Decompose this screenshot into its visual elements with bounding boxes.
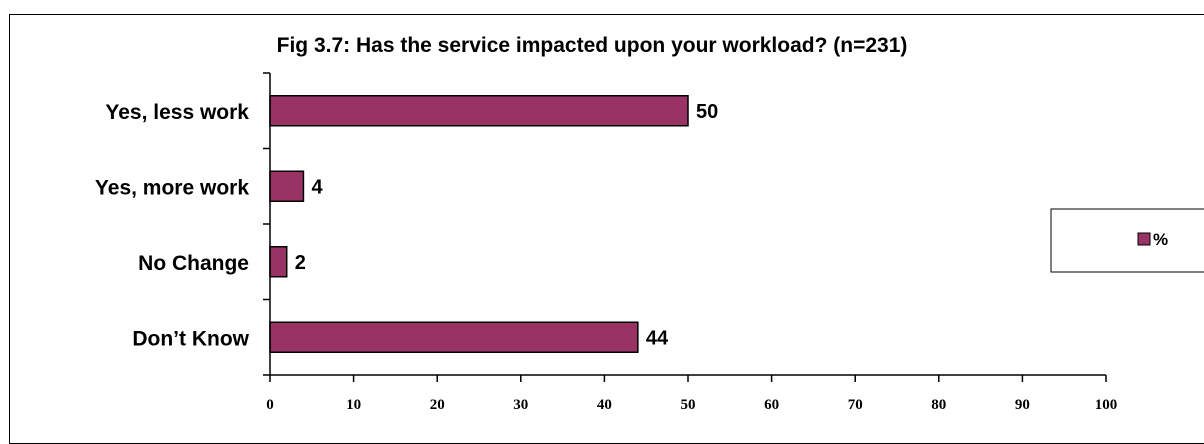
x-tick-label: 0: [266, 397, 274, 413]
bar: [269, 246, 288, 278]
data-label: 50: [696, 101, 718, 123]
x-tick-label: 20: [430, 397, 445, 413]
legend-swatch: [1137, 232, 1151, 246]
x-tick-label: 50: [681, 397, 696, 413]
category-label: No Change: [138, 252, 249, 275]
bar: [269, 95, 689, 127]
category-label: Yes, more work: [95, 176, 249, 199]
x-tick-label: 40: [597, 397, 612, 413]
x-tick-label: 90: [1015, 397, 1030, 413]
x-tick-label: 60: [764, 397, 779, 413]
data-label: 2: [295, 252, 306, 274]
x-tick-label: 70: [848, 397, 863, 413]
x-tick-label: 100: [1095, 397, 1118, 413]
x-tick-label: 10: [346, 397, 361, 413]
data-label: 44: [646, 327, 669, 349]
chart-title: Fig 3.7: Has the service impacted upon y…: [277, 34, 908, 57]
legend-label: %: [1153, 230, 1168, 249]
category-label: Yes, less work: [105, 101, 249, 124]
legend-box: [1050, 208, 1204, 273]
x-tick-label: 30: [513, 397, 528, 413]
x-tick-label: 80: [931, 397, 946, 413]
bar: [269, 170, 305, 202]
chart-frame: [9, 14, 1204, 444]
category-label: Don’t Know: [132, 327, 249, 350]
data-label: 4: [311, 176, 323, 198]
bar: [269, 321, 639, 353]
legend: %: [1050, 208, 1204, 273]
